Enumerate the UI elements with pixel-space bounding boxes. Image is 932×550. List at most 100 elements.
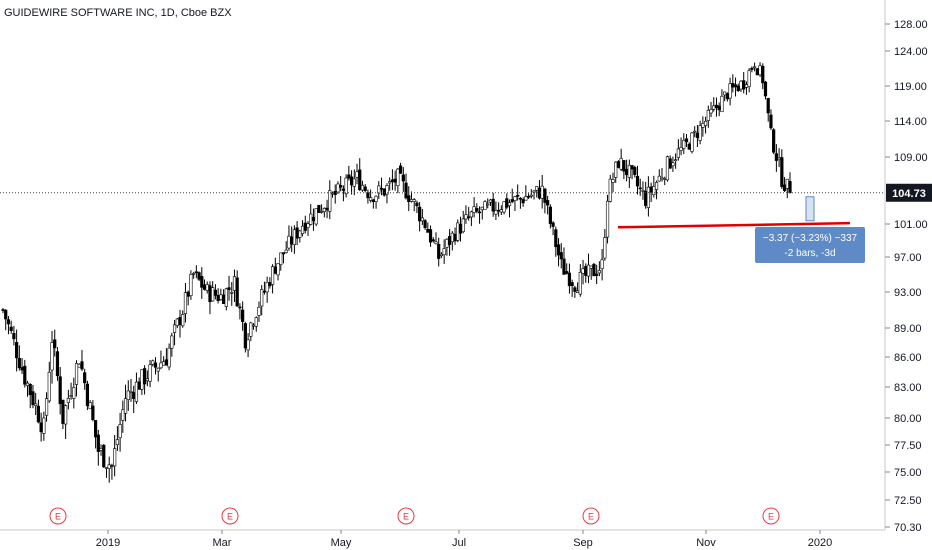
candle-body [64, 405, 68, 425]
measure-change-label: −3.37 (−3.23%) −337 [763, 233, 858, 244]
candle-body [309, 213, 313, 225]
candle-body [739, 80, 743, 90]
candle-body [162, 361, 166, 366]
candle-body [328, 190, 332, 212]
candle-body [377, 185, 381, 194]
candle-body [96, 434, 100, 452]
time-axis: 2019 Mar May Jul Sep Nov 2020 [96, 530, 832, 549]
earnings-marker[interactable] [762, 507, 780, 525]
candle-body [12, 333, 16, 340]
candle-body [230, 291, 234, 294]
support-trendline[interactable] [617, 221, 851, 229]
measure-range-box[interactable] [805, 196, 815, 222]
candle-body [431, 239, 435, 242]
candle-body [6, 319, 11, 325]
candle-body [595, 273, 599, 276]
candle-body [505, 198, 509, 208]
candle-body [573, 287, 577, 292]
candle-body [366, 192, 370, 199]
candle-body [251, 324, 256, 327]
candle-body [483, 201, 487, 210]
price-tick-label: 89.00 [894, 323, 922, 335]
candle-body [603, 237, 607, 259]
candle-body [320, 211, 324, 213]
candle-body [349, 176, 354, 186]
candle-body [695, 132, 700, 138]
candle-body [605, 200, 610, 238]
candle-body [625, 168, 629, 176]
candle-body [494, 210, 498, 215]
candle-body [660, 177, 664, 180]
candle-body [167, 347, 171, 368]
earnings-marker-label: E [55, 512, 61, 522]
candle-body [379, 187, 384, 190]
candle-body [589, 265, 593, 269]
candle-body [565, 271, 569, 274]
candle-body [507, 202, 512, 207]
earnings-marker[interactable] [397, 507, 415, 525]
candle-body [396, 168, 400, 186]
candle-body [619, 158, 623, 170]
earnings-marker[interactable] [582, 507, 600, 525]
candle-body [69, 395, 73, 397]
candle-body [687, 143, 691, 150]
candle-body [153, 362, 158, 368]
candle-body [189, 274, 193, 296]
candle-body [420, 217, 424, 222]
candle-body [584, 266, 588, 276]
candle-body [273, 266, 277, 274]
candle-body [486, 203, 490, 206]
candle-body [611, 179, 615, 183]
candle-body [540, 185, 544, 199]
candle-body [761, 65, 765, 84]
candle-body [31, 391, 35, 406]
candle-body [450, 232, 454, 243]
candle-body [238, 306, 242, 309]
candle-body [690, 132, 694, 152]
candle-body [720, 95, 724, 113]
price-tick-label: 80.00 [894, 413, 922, 425]
earnings-marker[interactable] [49, 507, 67, 525]
price-tick-label: 101.00 [894, 219, 928, 231]
candle-body [679, 147, 683, 151]
price-tick-label: 109.00 [894, 152, 928, 164]
candle-body [731, 83, 735, 88]
candle-body [74, 363, 79, 385]
candle-body [616, 161, 621, 168]
candle-body [521, 199, 525, 204]
candle-body [554, 229, 558, 248]
candle-body [186, 291, 190, 297]
candle-body [469, 211, 473, 218]
candle-body [418, 206, 422, 222]
candle-body [556, 244, 561, 256]
candle-body [216, 294, 220, 301]
candle-body [143, 368, 147, 385]
candle-body [477, 211, 482, 214]
candle-body [733, 84, 738, 88]
earnings-marker[interactable] [221, 507, 239, 525]
candle-body [404, 182, 408, 199]
candle-body [434, 241, 438, 244]
candle-body [597, 270, 601, 274]
candle-body [88, 402, 92, 410]
candle-body [518, 197, 523, 200]
candle-body [284, 249, 288, 253]
last-price-label: 104.73 [892, 188, 926, 200]
candle-body [491, 198, 495, 212]
price-axis: 128.00 124.00 119.00 114.00 109.00 101.00 97.0… [885, 19, 928, 534]
candle-body [649, 186, 653, 193]
price-tick-label: 128.00 [894, 19, 928, 31]
time-tick-label: 2019 [96, 537, 120, 549]
candle-body [581, 268, 585, 274]
candle-body [575, 290, 580, 293]
candle-body [428, 229, 433, 243]
candle-body [311, 216, 316, 221]
candle-body [586, 264, 591, 277]
candle-body [257, 306, 261, 316]
candle-body [502, 201, 506, 213]
candle-body [336, 183, 340, 193]
candle-body [567, 272, 572, 287]
overlays: 104.73 −3.37 (−3.23%) −337 -2 bars, -3d E E E… [0, 183, 932, 525]
candle-body [104, 467, 109, 469]
